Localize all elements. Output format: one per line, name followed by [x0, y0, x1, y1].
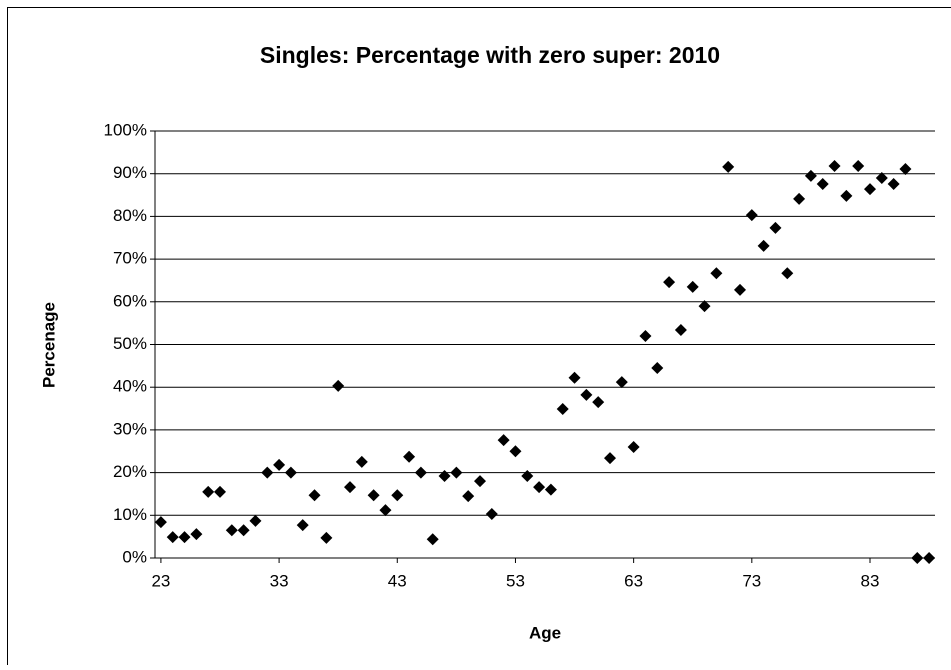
x-tick-label: 43 — [388, 571, 407, 590]
y-tick-label: 70% — [113, 249, 147, 268]
y-tick-label: 30% — [113, 419, 147, 438]
x-axis-label: Age — [529, 623, 561, 642]
x-tick-label: 23 — [151, 571, 170, 590]
chart-title: Singles: Percentage with zero super: 201… — [260, 42, 720, 68]
y-tick-label: 80% — [113, 206, 147, 225]
chart-frame — [8, 8, 951, 666]
y-tick-label: 60% — [113, 291, 147, 310]
y-tick-label: 100% — [104, 120, 147, 139]
y-tick-label: 20% — [113, 462, 147, 481]
x-tick-label: 83 — [861, 571, 880, 590]
y-tick-label: 90% — [113, 163, 147, 182]
x-tick-label: 73 — [742, 571, 761, 590]
x-tick-label: 33 — [270, 571, 289, 590]
y-tick-label: 40% — [113, 377, 147, 396]
y-tick-label: 10% — [113, 505, 147, 524]
y-axis-label: Percenage — [39, 302, 58, 388]
x-tick-label: 53 — [506, 571, 525, 590]
y-tick-label: 50% — [113, 334, 147, 353]
x-tick-label: 63 — [624, 571, 643, 590]
y-tick-label: 0% — [122, 547, 147, 566]
